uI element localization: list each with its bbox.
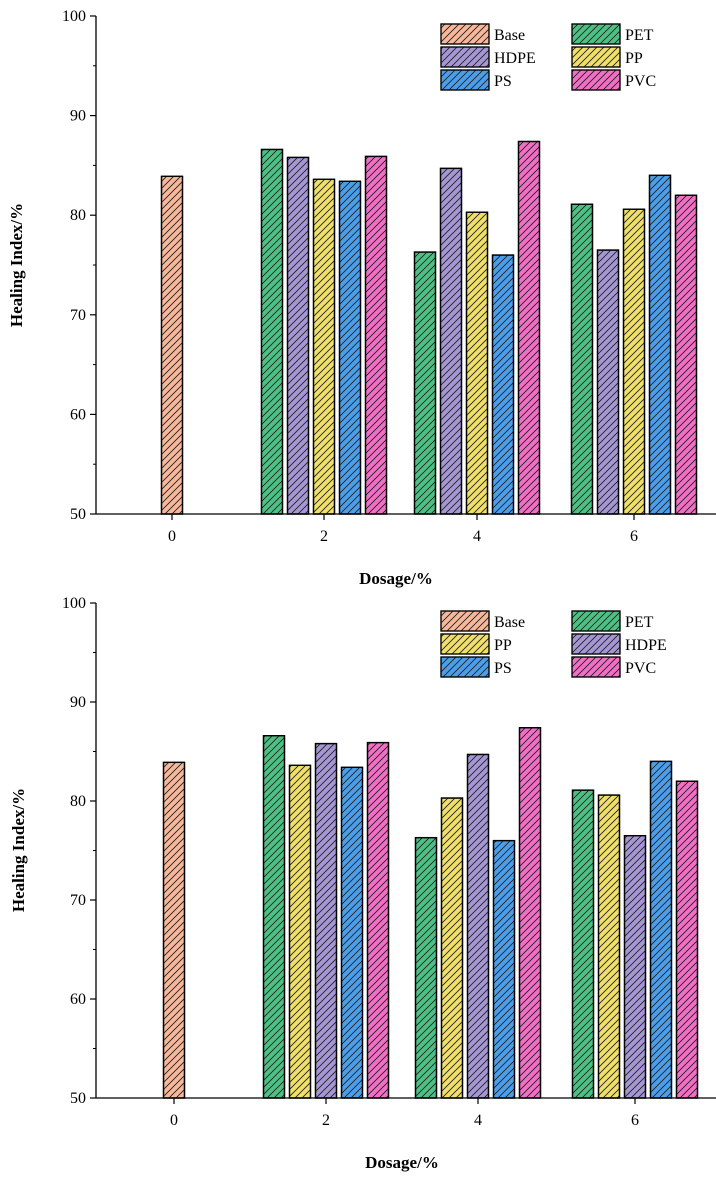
axes-bottom: [95, 603, 716, 1099]
bar-hdpe-dosage-2-top-hatch: [286, 156, 310, 515]
legend-label-ps-bottom: PS: [494, 660, 512, 677]
legend-swatch-pet-bottom-hatch: [571, 610, 621, 632]
bar-pp-dosage-6-bottom-hatch: [597, 794, 621, 1099]
bar-base-dosage-0-top-hatch: [160, 175, 184, 515]
y-tick-label-60-top: 60: [70, 406, 86, 423]
bar-pvc-dosage-6-top-hatch: [674, 194, 698, 515]
y-tick-label-100-top: 100: [62, 8, 86, 25]
bar-pet-dosage-2-top-hatch: [260, 148, 284, 515]
y-tick-label-100-bottom: 100: [62, 595, 86, 612]
legend-swatch-ps-bottom-hatch: [440, 656, 490, 678]
bar-pp-dosage-6-top-hatch: [622, 208, 646, 515]
y-tick-label-80-bottom: 80: [70, 793, 86, 810]
legend-label-pet-bottom: PET: [625, 614, 654, 631]
legend-swatch-pvc-top-hatch: [571, 69, 621, 91]
y-tick-label-90-top: 90: [70, 108, 86, 125]
y-tick-label-50-bottom: 50: [70, 1090, 86, 1107]
legend-swatch-base-top-hatch: [440, 23, 490, 45]
legend-label-ps-top: PS: [494, 73, 512, 90]
legend-swatch-pp-bottom-hatch: [440, 633, 490, 655]
x-tick-label-0-top: 0: [168, 528, 176, 545]
bar-pp-dosage-4-bottom-hatch: [440, 797, 464, 1099]
bar-pp-dosage-2-bottom-hatch: [288, 764, 312, 1099]
ticks-top: 50 60 70 80 90 100 0 2 4 6: [62, 8, 638, 545]
bar-pvc-dosage-2-bottom-hatch: [366, 741, 390, 1099]
bar-pvc-dosage-4-bottom-hatch: [518, 727, 542, 1099]
bar-hdpe-dosage-2-bottom-hatch: [314, 742, 338, 1099]
legend-label-hdpe-bottom: HDPE: [625, 637, 667, 654]
y-axis-title-top: Healing Index/%: [7, 203, 26, 327]
y-tick-label-60-bottom: 60: [70, 991, 86, 1008]
legend-label-pp-bottom: PP: [494, 637, 512, 654]
legend-swatch-ps-top-hatch: [440, 69, 490, 91]
bar-hdpe-dosage-4-bottom-hatch: [466, 753, 490, 1099]
legend-swatch-pvc-bottom-hatch: [571, 656, 621, 678]
y-tick-label-80-top: 80: [70, 207, 86, 224]
bar-pvc-dosage-4-top-hatch: [517, 140, 541, 515]
legend-swatch-hdpe-bottom-hatch: [571, 633, 621, 655]
x-tick-label-2-top: 2: [320, 528, 328, 545]
bar-ps-dosage-2-bottom-hatch: [340, 766, 364, 1099]
bar-pet-dosage-4-top-hatch: [413, 251, 437, 515]
legend-label-pet-top: PET: [625, 27, 654, 44]
bar-ps-dosage-2-top-hatch: [338, 180, 362, 515]
legend-swatch-pp-top-hatch: [571, 46, 621, 68]
legend-swatch-hdpe-top-hatch: [440, 46, 490, 68]
bar-pet-dosage-4-bottom-hatch: [414, 836, 438, 1099]
legend-top: Base PET HDPE PP PS PVC: [440, 23, 656, 91]
legend-label-hdpe-top: HDPE: [494, 50, 536, 67]
legend-label-pvc-top: PVC: [625, 73, 656, 90]
x-axis-title-top: Dosage/%: [359, 569, 433, 588]
y-tick-label-90-bottom: 90: [70, 694, 86, 711]
x-tick-label-6-top: 6: [630, 528, 638, 545]
bar-hdpe-dosage-6-top-hatch: [596, 249, 620, 515]
legend-swatch-base-bottom-hatch: [440, 610, 490, 632]
bar-pp-dosage-4-top-hatch: [465, 211, 489, 515]
bar-pvc-dosage-2-top-hatch: [364, 155, 388, 515]
bar-base-dosage-0-bottom-hatch: [162, 761, 186, 1099]
bar-pet-dosage-6-bottom-hatch: [571, 789, 595, 1099]
bar-hdpe-dosage-6-bottom-hatch: [623, 835, 647, 1099]
bar-pvc-dosage-6-bottom-hatch: [675, 780, 699, 1099]
y-axis-title-bottom: Healing Index/%: [9, 788, 28, 912]
y-tick-label-50-top: 50: [70, 506, 86, 523]
bar-pp-dosage-2-top-hatch: [312, 178, 336, 515]
bar-pet-dosage-2-bottom-hatch: [262, 735, 286, 1099]
bar-ps-dosage-6-top-hatch: [648, 174, 672, 515]
legend-bottom: Base PET PP HDPE PS PVC: [440, 610, 667, 678]
chart-bottom: 50 60 70 80 90 100 0 2 4 6 Dosage/% Healing Index…: [9, 595, 716, 1172]
legend-label-pp-top: PP: [625, 50, 643, 67]
chart-top: 50 60 70 80 90 100 0 2 4 6 Dosage/% Healing Index…: [7, 8, 716, 588]
bar-ps-dosage-6-bottom-hatch: [649, 760, 673, 1099]
bars-bottom: [162, 727, 699, 1099]
ticks-bottom: 50 60 70 80 90 100 0 2 4 6: [62, 595, 639, 1129]
legend-label-pvc-bottom: PVC: [625, 660, 656, 677]
legend-swatch-pet-top-hatch: [571, 23, 621, 45]
bar-ps-dosage-4-bottom-hatch: [492, 839, 516, 1099]
x-tick-label-2-bottom: 2: [322, 1112, 330, 1129]
bar-ps-dosage-4-top-hatch: [491, 254, 515, 515]
legend-label-base-top: Base: [494, 27, 525, 44]
x-axis-title-bottom: Dosage/%: [365, 1153, 439, 1172]
y-tick-label-70-bottom: 70: [70, 892, 86, 909]
x-tick-label-4-bottom: 4: [474, 1112, 482, 1129]
bars-top: [160, 140, 698, 515]
y-tick-label-70-top: 70: [70, 307, 86, 324]
bar-pet-dosage-6-top-hatch: [570, 203, 594, 515]
x-tick-label-6-bottom: 6: [631, 1112, 639, 1129]
x-tick-label-4-top: 4: [473, 528, 481, 545]
legend-label-base-bottom: Base: [494, 614, 525, 631]
bar-hdpe-dosage-4-top-hatch: [439, 167, 463, 515]
x-tick-label-0-bottom: 0: [170, 1112, 178, 1129]
